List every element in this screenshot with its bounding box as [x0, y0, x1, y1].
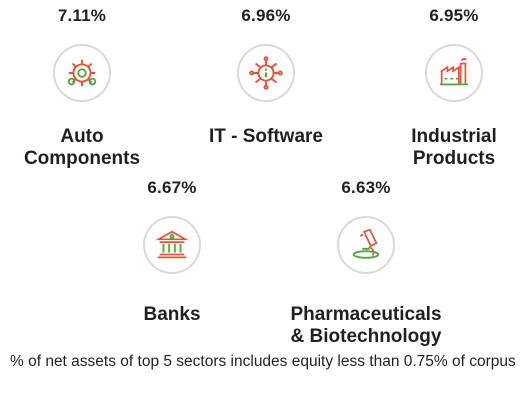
sector-name: Industrial Products [384, 126, 524, 170]
circuit-info-icon [237, 44, 295, 102]
microscope-icon [337, 216, 395, 274]
sector-name-line2: Components [23, 148, 141, 169]
sector-percent: 7.11% [57, 6, 107, 25]
sector-name: Pharmaceuticals & Biotechnology [274, 304, 458, 348]
sector-banks: 6.67% Banks [100, 176, 244, 336]
sector-name-line2: & Biotechnology [290, 326, 442, 347]
sector-percent: 6.96% [241, 6, 291, 25]
sector-name-line1: Auto [60, 126, 104, 147]
sector-percent: 6.67% [147, 178, 197, 197]
sector-name-line1: Industrial [411, 126, 497, 147]
sector-pharmaceuticals-biotechnology: 6.63% Pharmaceuticals & Biotechnology [274, 176, 458, 352]
sector-name: Auto Components [10, 126, 154, 170]
sector-percent: 6.95% [429, 6, 479, 25]
footnote: % of net assets of top 5 sectors include… [10, 353, 516, 370]
gear-icon [53, 44, 111, 102]
sector-percent: 6.63% [341, 178, 391, 197]
sector-name: Banks [100, 304, 244, 326]
sector-industrial-products: 6.95% Industrial Products [384, 0, 524, 176]
sector-name-line1: Pharmaceuticals [290, 304, 442, 325]
bank-building-icon [143, 216, 201, 274]
sector-name-line2: Products [412, 148, 496, 169]
sector-auto-components: 7.11% Auto Components [10, 0, 154, 176]
sector-name-line1: Banks [143, 304, 201, 325]
sector-it-software: 6.96% IT - Software [186, 0, 346, 176]
sector-name: IT - Software [186, 126, 346, 148]
sector-name-line1: IT - Software [208, 126, 323, 147]
factory-icon [425, 44, 483, 102]
